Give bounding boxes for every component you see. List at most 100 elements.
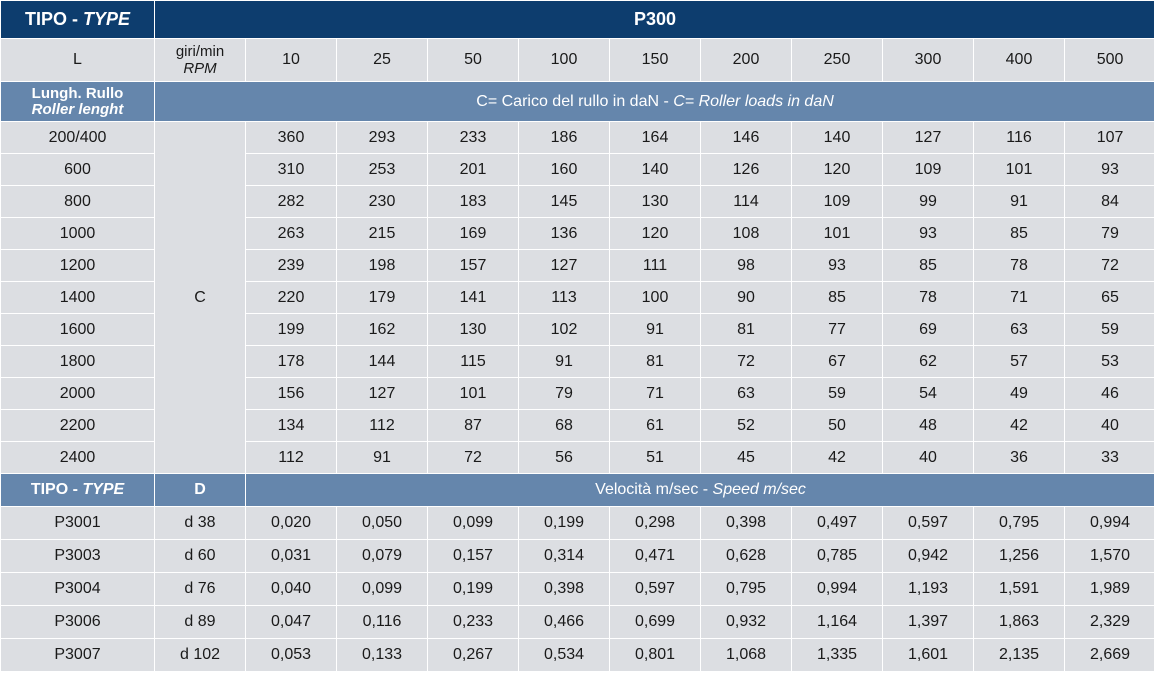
load-value: 36	[973, 441, 1065, 474]
speed-value: 0,314	[518, 539, 610, 573]
loads-section-title: C= Carico del rullo in daN - C= Roller l…	[153, 81, 1154, 122]
speed-value: 0,199	[427, 572, 519, 606]
speed-tipo-label: TIPO -	[30, 481, 83, 498]
rpm-value: 200	[700, 38, 792, 82]
load-value: 52	[700, 409, 792, 442]
speed-value: 0,298	[609, 506, 701, 540]
load-value: 120	[791, 153, 883, 186]
type-code-cell: P3003	[0, 539, 155, 573]
roller-length-cell: 600	[0, 153, 155, 186]
load-value: 109	[791, 185, 883, 218]
speed-value: 0,534	[518, 638, 610, 672]
speed-value: 0,050	[336, 506, 428, 540]
rpm-value: 400	[973, 38, 1065, 82]
speed-value: 0,040	[245, 572, 337, 606]
speed-value: 0,157	[427, 539, 519, 573]
load-value: 91	[973, 185, 1065, 218]
roller-length-label-it: Lungh. Rullo	[31, 84, 124, 102]
load-value: 72	[427, 441, 519, 474]
rpm-label-it: giri/min	[175, 43, 225, 60]
diameter-cell: d 89	[154, 605, 246, 639]
load-value: 293	[336, 121, 428, 154]
load-value: 198	[336, 249, 428, 282]
load-value: 140	[609, 153, 701, 186]
speed-value: 1,193	[882, 572, 974, 606]
load-value: 42	[791, 441, 883, 474]
speed-value: 1,601	[882, 638, 974, 672]
rpm-value: 300	[882, 38, 974, 82]
load-value: 46	[1063, 377, 1154, 410]
load-value: 54	[882, 377, 974, 410]
load-value: 230	[336, 185, 428, 218]
load-value: 136	[518, 217, 610, 250]
speed-value: 1,397	[882, 605, 974, 639]
speed-value: 0,020	[245, 506, 337, 540]
load-value: 186	[518, 121, 610, 154]
type-code-cell: P3004	[0, 572, 155, 606]
roller-length-cell: 1600	[0, 313, 155, 346]
speed-value: 0,994	[791, 572, 883, 606]
load-value: 77	[791, 313, 883, 346]
load-value: 93	[882, 217, 974, 250]
speed-value: 0,597	[882, 506, 974, 540]
speed-row: P3006 d 89 0,047 0,116 0,233 0,466 0,699 0,932 1…	[0, 605, 1154, 639]
speed-value: 2,135	[973, 638, 1065, 672]
roller-length-cell: 1400	[0, 281, 155, 314]
roller-length-cell: 1800	[0, 345, 155, 378]
roller-load-table: TIPO - TYPE P300 L giri/min RPM 10 25 50 100…	[0, 0, 1154, 672]
load-value: 71	[609, 377, 701, 410]
load-value: 90	[700, 281, 792, 314]
roller-length-cell: 2000	[0, 377, 155, 410]
load-value: 108	[700, 217, 792, 250]
load-value: 162	[336, 313, 428, 346]
load-value: 199	[245, 313, 337, 346]
load-value: 156	[245, 377, 337, 410]
type-code-cell: P3007	[0, 638, 155, 672]
speed-value: 0,079	[336, 539, 428, 573]
tipo-label: TIPO -	[24, 9, 83, 29]
load-row: 200/400 C 360 293 233 186 164 146 140 127 116 107	[0, 121, 1154, 474]
load-value: 233	[427, 121, 519, 154]
load-value: 100	[609, 281, 701, 314]
load-value: 120	[609, 217, 701, 250]
load-value: 50	[791, 409, 883, 442]
load-value: 45	[700, 441, 792, 474]
load-value: 69	[882, 313, 974, 346]
load-row: 1800 178 144 115 91 81 72 67 62 57 53	[0, 345, 1154, 378]
load-value: 179	[336, 281, 428, 314]
load-value: 310	[245, 153, 337, 186]
speed-value: 0,628	[700, 539, 792, 573]
rpm-header-row: L giri/min RPM 10 25 50 100 150 200 250 300 400 50…	[0, 38, 1154, 82]
speed-value: 0,116	[336, 605, 428, 639]
load-value: 253	[336, 153, 428, 186]
load-row: 1600 199 162 130 102 91 81 77 69 63 59	[0, 313, 1154, 346]
load-value: 215	[336, 217, 428, 250]
speed-value: 0,699	[609, 605, 701, 639]
load-value: 263	[245, 217, 337, 250]
load-value: 67	[791, 345, 883, 378]
speed-value: 0,497	[791, 506, 883, 540]
load-value: 61	[609, 409, 701, 442]
load-value: 134	[245, 409, 337, 442]
load-value: 130	[427, 313, 519, 346]
loads-title-it: C= Carico del rullo in daN -	[476, 92, 674, 110]
rpm-value: 10	[245, 38, 337, 82]
speed-value: 0,471	[609, 539, 701, 573]
roller-length-cell: 2200	[0, 409, 155, 442]
speed-value: 1,256	[973, 539, 1065, 573]
l-header: L	[0, 38, 155, 82]
load-value: 93	[791, 249, 883, 282]
load-value: 93	[1063, 153, 1154, 186]
c-label-cell: C	[154, 121, 246, 474]
load-value: 72	[1063, 249, 1154, 282]
speed-value: 1,863	[973, 605, 1065, 639]
load-value: 201	[427, 153, 519, 186]
load-value: 144	[336, 345, 428, 378]
speed-value: 1,591	[973, 572, 1065, 606]
load-value: 72	[700, 345, 792, 378]
load-value: 62	[882, 345, 974, 378]
load-value: 160	[518, 153, 610, 186]
load-value: 101	[791, 217, 883, 250]
load-value: 59	[1063, 313, 1154, 346]
load-value: 183	[427, 185, 519, 218]
